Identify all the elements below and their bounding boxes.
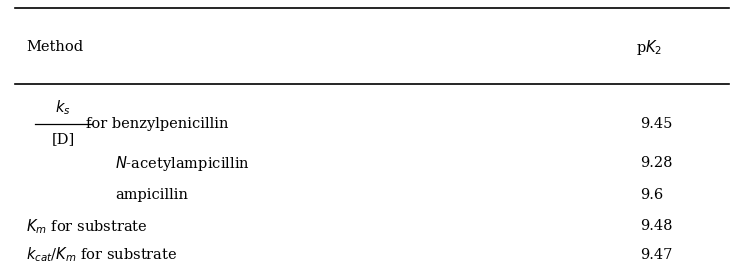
Text: $k_s$: $k_s$ xyxy=(56,98,71,117)
Text: p$K_2$: p$K_2$ xyxy=(636,38,662,57)
Text: $K_m$ for substrate: $K_m$ for substrate xyxy=(26,217,148,236)
Text: $k_{cat}$/$K_m$ for substrate: $k_{cat}$/$K_m$ for substrate xyxy=(26,246,178,263)
Text: ampicillin: ampicillin xyxy=(115,188,188,202)
Text: [D]: [D] xyxy=(51,132,75,146)
Text: 9.47: 9.47 xyxy=(640,248,673,262)
Text: 9.48: 9.48 xyxy=(640,219,673,233)
Text: 9.6: 9.6 xyxy=(640,188,663,202)
Text: $N$-acetylampicillin: $N$-acetylampicillin xyxy=(115,154,250,173)
Text: Method: Method xyxy=(26,40,83,54)
Text: 9.45: 9.45 xyxy=(640,117,673,131)
Text: 9.28: 9.28 xyxy=(640,156,673,170)
Text: for benzylpenicillin: for benzylpenicillin xyxy=(86,117,228,131)
